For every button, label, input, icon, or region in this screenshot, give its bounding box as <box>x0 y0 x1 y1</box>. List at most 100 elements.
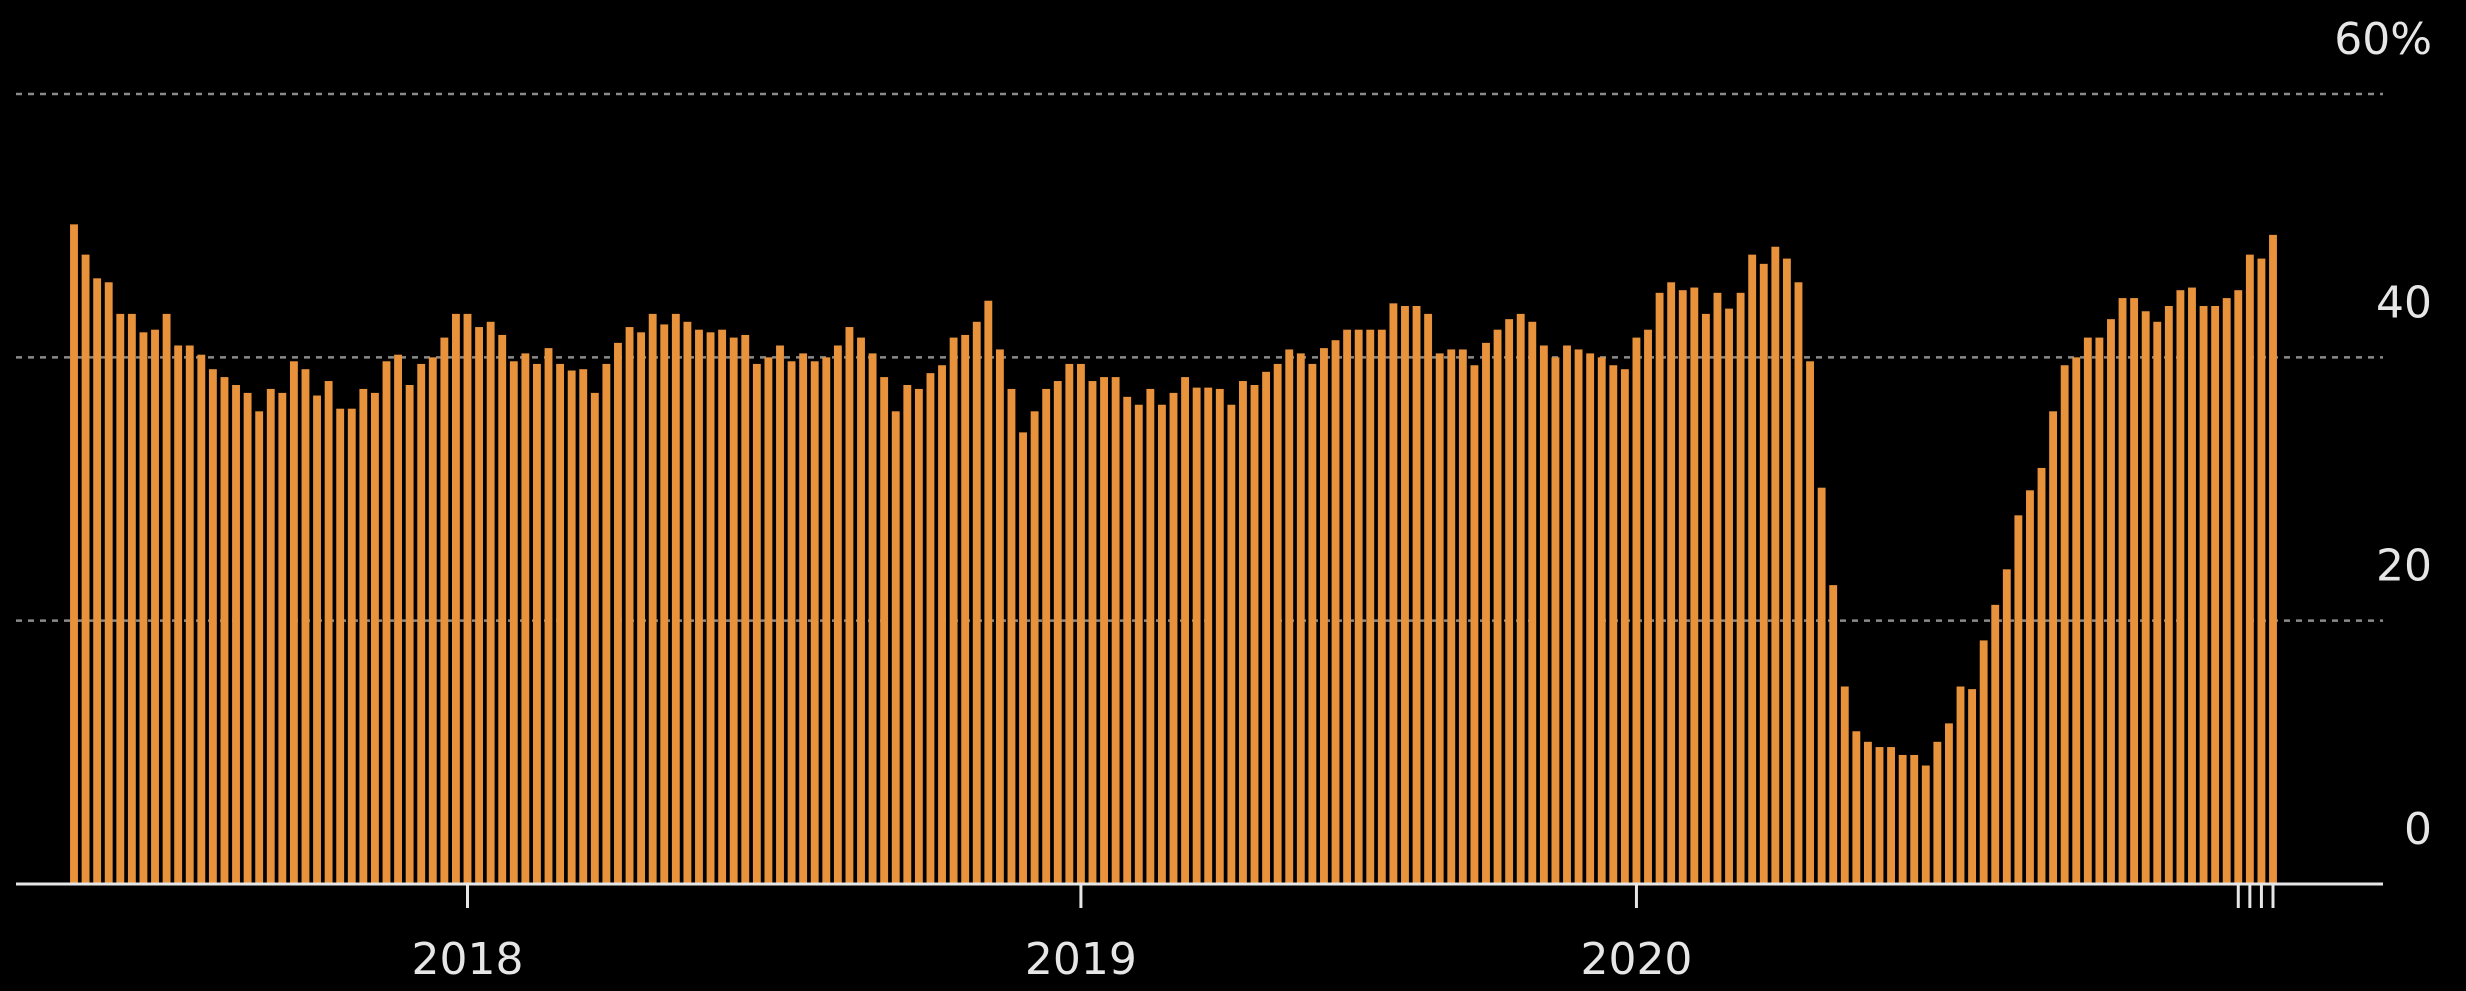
bar <box>255 411 264 884</box>
bar <box>174 345 183 884</box>
bar <box>1910 754 1919 884</box>
bar <box>1586 353 1595 885</box>
bar <box>533 363 541 885</box>
bar <box>1713 292 1722 885</box>
bar <box>428 357 437 884</box>
bar <box>567 370 576 884</box>
bar <box>313 395 321 884</box>
bar <box>938 365 946 884</box>
bar <box>718 329 727 884</box>
bar <box>1551 357 1560 884</box>
bar <box>1690 287 1699 884</box>
bar <box>868 353 877 885</box>
bar <box>579 369 588 884</box>
bar <box>521 353 530 885</box>
bar <box>1181 377 1190 884</box>
x-tick-label: 2019 <box>1025 934 1137 985</box>
bar <box>1412 305 1421 884</box>
bar <box>2141 311 2150 884</box>
bar <box>1725 308 1733 884</box>
bar <box>984 300 993 884</box>
bar <box>1053 381 1062 884</box>
bar <box>162 313 171 885</box>
bar <box>1482 342 1490 885</box>
bar <box>2060 365 2069 884</box>
bar <box>1296 353 1305 885</box>
bar <box>1563 345 1571 884</box>
bar <box>2014 515 2023 884</box>
bar <box>1933 741 1942 884</box>
x-tick-label: 2018 <box>412 934 524 985</box>
bar <box>463 313 472 885</box>
bar <box>243 392 252 884</box>
bar <box>151 329 159 884</box>
bar <box>671 313 680 885</box>
bar <box>1840 686 1849 884</box>
bar <box>1123 396 1132 884</box>
bar <box>1539 345 1548 884</box>
bar <box>2049 411 2058 884</box>
bar <box>729 337 738 884</box>
bar <box>2002 569 2011 884</box>
bar <box>2095 337 2104 884</box>
bar <box>475 327 484 884</box>
bar <box>1470 365 1479 884</box>
bar <box>1644 329 1652 884</box>
bar <box>509 361 518 884</box>
bar <box>1366 329 1375 884</box>
bar <box>1458 349 1467 884</box>
bar <box>648 313 657 885</box>
bar <box>1204 387 1213 884</box>
bar <box>857 337 865 884</box>
bar <box>1169 392 1178 884</box>
bar <box>764 357 773 884</box>
bar <box>336 408 345 884</box>
y-tick-label: 20 <box>2376 541 2432 592</box>
bar <box>382 361 391 884</box>
bar <box>880 377 889 884</box>
bar <box>1076 363 1085 885</box>
bar <box>660 324 669 885</box>
bar <box>1389 303 1398 885</box>
bar <box>1273 363 1282 885</box>
bar <box>104 282 113 884</box>
bar <box>220 377 229 884</box>
bar <box>1852 731 1861 884</box>
bar <box>370 392 379 884</box>
bar <box>914 388 923 884</box>
bar <box>405 384 414 884</box>
bar <box>833 345 842 884</box>
bar <box>2222 298 2231 884</box>
bar <box>197 354 206 884</box>
bar <box>810 361 819 884</box>
bar <box>2245 254 2254 885</box>
bar <box>1435 353 1444 885</box>
bar <box>926 373 935 884</box>
bar <box>266 388 275 884</box>
bar <box>1945 723 1953 884</box>
bar <box>1782 258 1791 884</box>
bar <box>787 361 796 884</box>
bar <box>2188 287 2196 884</box>
bar <box>1794 282 1803 884</box>
bar <box>590 392 599 884</box>
bar <box>289 361 298 884</box>
bar <box>1829 585 1838 884</box>
bar <box>683 321 692 884</box>
bar <box>301 369 310 884</box>
x-tick-label: 2020 <box>1580 934 1692 985</box>
bar <box>1100 377 1108 884</box>
bar <box>2234 290 2243 884</box>
bar <box>1343 329 1352 884</box>
bar <box>359 388 368 884</box>
bar <box>70 224 78 885</box>
bar <box>347 408 356 884</box>
bar <box>1748 254 1757 885</box>
bar <box>1493 329 1502 884</box>
bar <box>972 321 981 884</box>
bar <box>625 327 634 884</box>
bar <box>1377 329 1386 884</box>
bar <box>1065 363 1074 885</box>
bar <box>1331 340 1340 884</box>
